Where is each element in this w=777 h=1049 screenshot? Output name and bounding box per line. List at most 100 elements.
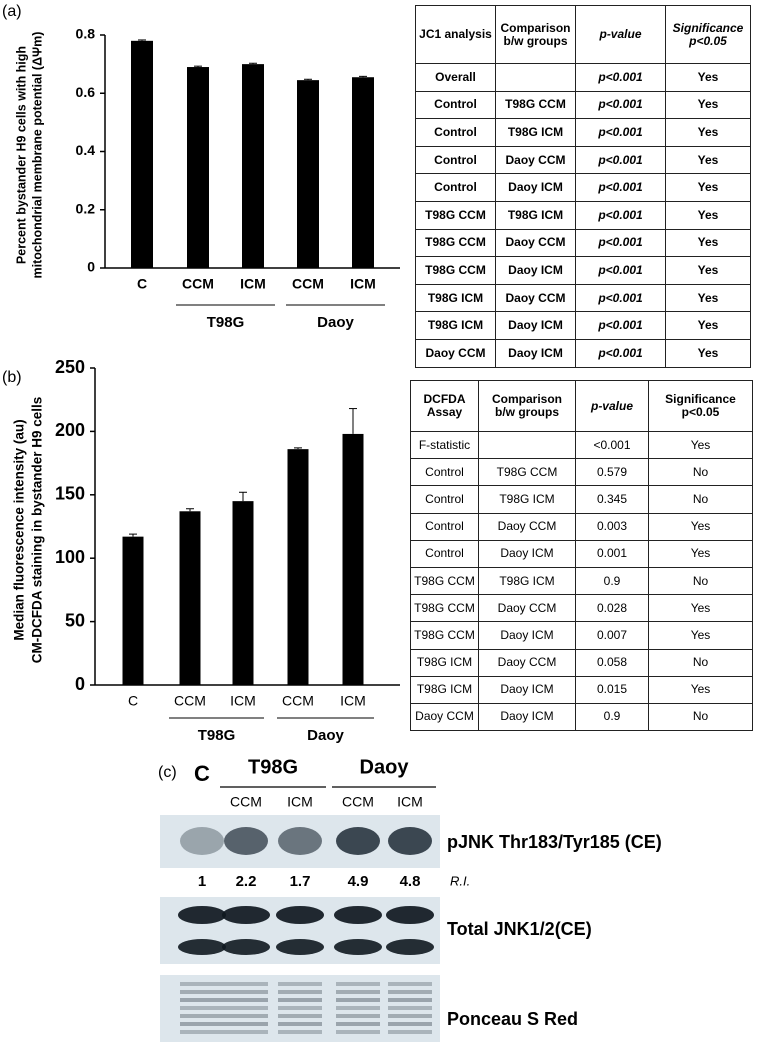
x-tick-label: C xyxy=(128,693,138,709)
band xyxy=(336,1022,380,1026)
table-cell: Yes xyxy=(665,200,751,230)
band xyxy=(178,906,226,924)
table-cell: 0.345 xyxy=(575,485,649,514)
table-row: Control T98G CCM p<0.001 Yes xyxy=(415,90,751,120)
x-tick-label: ICM xyxy=(240,276,266,292)
band xyxy=(224,1022,268,1026)
table-cell: T98G CCM xyxy=(410,621,479,650)
y-axis-label: CM-DCFDA staining in bystander H9 cells xyxy=(30,397,45,664)
table-row: Control T98G CCM 0.579 No xyxy=(410,458,753,487)
table-cell: Control xyxy=(410,485,479,514)
table-cell: Yes xyxy=(665,173,751,202)
band xyxy=(224,1030,268,1034)
y-tick-label: 0 xyxy=(87,259,95,275)
band xyxy=(180,990,224,994)
table-cell: T98G ICM xyxy=(410,675,479,704)
group-label: Daoy xyxy=(317,314,354,331)
table-cell: Yes xyxy=(665,311,751,340)
table-row: T98G ICM Daoy ICM 0.015 Yes xyxy=(410,675,753,704)
header-cell: Significance p<0.05 xyxy=(665,5,751,64)
table-cell: Yes xyxy=(665,338,751,368)
table-cell: Yes xyxy=(648,430,753,460)
y-axis-label: mitochondrial membrane potential (ΔΨm) xyxy=(30,32,44,279)
band xyxy=(278,1006,322,1010)
table-cell: T98G CCM xyxy=(495,90,576,120)
y-tick-label: 0.2 xyxy=(76,200,96,216)
bar xyxy=(242,64,264,268)
table-cell: T98G ICM xyxy=(410,648,479,677)
table-cell: Yes xyxy=(648,675,753,704)
band xyxy=(278,998,322,1002)
table-cell: p<0.001 xyxy=(575,200,666,230)
band xyxy=(388,998,432,1002)
panel-label: (a) xyxy=(2,3,22,20)
table-cell: Control xyxy=(415,145,496,175)
table-cell: 0.007 xyxy=(575,621,649,650)
header-cell: p-value xyxy=(575,380,649,432)
band xyxy=(180,982,224,986)
table-cell: No xyxy=(648,566,753,596)
table-row: T98G CCM Daoy CCM p<0.001 Yes xyxy=(415,228,751,258)
table-cell: Yes xyxy=(665,283,751,313)
table-cell: Daoy ICM xyxy=(495,311,576,340)
table-cell: Daoy ICM xyxy=(478,675,576,704)
table-cell: No xyxy=(648,648,753,677)
table-cell: Yes xyxy=(665,228,751,258)
table-cell: No xyxy=(648,702,753,732)
band xyxy=(386,906,434,924)
panel-label: (b) xyxy=(2,369,22,386)
table-row: T98G ICM Daoy CCM p<0.001 Yes xyxy=(415,283,751,313)
band xyxy=(178,939,226,955)
x-tick-label: CCM xyxy=(182,276,214,292)
table-cell xyxy=(478,430,576,460)
table-cell: 0.9 xyxy=(575,702,649,732)
table-cell: Daoy CCM xyxy=(478,512,576,541)
table-row: Overall p<0.001 Yes xyxy=(415,63,751,92)
band xyxy=(180,1006,224,1010)
bar xyxy=(352,77,374,268)
table-cell: Daoy CCM xyxy=(495,228,576,258)
table-cell: Daoy CCM xyxy=(478,648,576,677)
table-cell: Control xyxy=(415,173,496,202)
table-cell: T98G CCM xyxy=(415,200,496,230)
bar xyxy=(287,449,309,685)
table-cell: Overall xyxy=(415,63,496,92)
table-cell: Control xyxy=(410,512,479,541)
bar xyxy=(131,40,153,269)
table-cell: Control xyxy=(415,118,496,147)
table-cell: Daoy CCM xyxy=(415,338,496,368)
table-cell: Daoy ICM xyxy=(495,256,576,285)
group-label: Daoy xyxy=(307,727,344,744)
band xyxy=(180,827,224,855)
bar xyxy=(342,433,364,685)
x-tick-label: ICM xyxy=(350,276,376,292)
table-cell: Yes xyxy=(665,90,751,120)
bar xyxy=(179,511,201,685)
table-cell: 0.015 xyxy=(575,675,649,704)
table-cell: p<0.001 xyxy=(575,338,666,368)
table-cell: No xyxy=(648,485,753,514)
band xyxy=(388,1014,432,1018)
blot-row-label: Ponceau S Red xyxy=(447,1009,578,1029)
band xyxy=(336,1006,380,1010)
table-cell: T98G ICM xyxy=(478,566,576,596)
lane-label: C xyxy=(194,761,210,786)
band xyxy=(180,1014,224,1018)
group-label: Daoy xyxy=(360,756,410,778)
band xyxy=(276,906,324,924)
y-tick-label: 0 xyxy=(75,674,85,694)
y-tick-label: 50 xyxy=(65,610,85,630)
y-tick-label: 100 xyxy=(55,547,85,567)
x-tick-label: ICM xyxy=(230,693,256,709)
table-cell: p<0.001 xyxy=(575,228,666,258)
band xyxy=(336,998,380,1002)
table-row: T98G CCM T98G ICM p<0.001 Yes xyxy=(415,200,751,230)
table-cell: Yes xyxy=(648,594,753,623)
band xyxy=(224,1014,268,1018)
band xyxy=(278,1030,322,1034)
y-tick-label: 200 xyxy=(55,420,85,440)
header-cell: DCFDA Assay xyxy=(410,380,479,432)
band xyxy=(386,939,434,955)
band xyxy=(388,1030,432,1034)
